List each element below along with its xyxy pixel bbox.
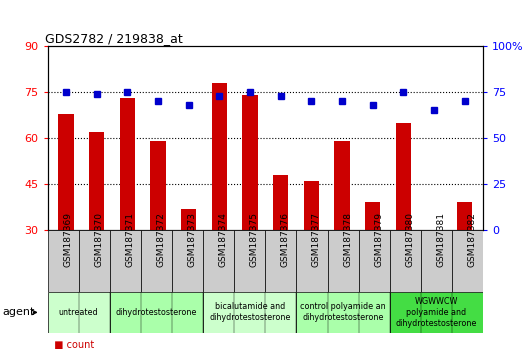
Bar [296,230,327,292]
Bar [203,292,296,333]
Bar [390,230,421,292]
Bar [141,230,172,292]
Bar [203,230,234,292]
Text: untreated: untreated [59,308,98,317]
Bar [457,202,473,230]
Bar [120,98,135,230]
Text: GSM187372: GSM187372 [156,212,165,267]
Bar [265,230,296,292]
Text: GSM187381: GSM187381 [437,212,446,267]
Text: WGWWCW
polyamide and
dihydrotestosterone: WGWWCW polyamide and dihydrotestosterone [396,297,477,328]
Bar [181,209,196,230]
Bar [48,230,79,292]
Bar [89,132,104,230]
Text: ■ count: ■ count [48,340,94,350]
Text: GSM187377: GSM187377 [312,212,321,267]
Bar [234,230,265,292]
Bar [242,95,258,230]
Bar [212,83,227,230]
Bar [58,114,73,230]
Bar [334,141,350,230]
Bar [296,292,390,333]
Bar [273,175,288,230]
Text: GSM187373: GSM187373 [187,212,196,267]
Text: GSM187370: GSM187370 [94,212,103,267]
Text: bicalutamide and
dihydrotestosterone: bicalutamide and dihydrotestosterone [209,302,290,322]
Bar [365,202,380,230]
Bar [110,292,203,333]
Text: GDS2782 / 219838_at: GDS2782 / 219838_at [45,32,183,45]
Text: GSM187378: GSM187378 [343,212,352,267]
Text: GSM187382: GSM187382 [468,212,477,267]
Bar [452,230,483,292]
Bar [327,230,359,292]
Text: agent: agent [3,307,35,318]
Text: GSM187371: GSM187371 [125,212,134,267]
Text: control polyamide an
dihydrotestosterone: control polyamide an dihydrotestosterone [300,302,386,322]
Bar [172,230,203,292]
Text: GSM187379: GSM187379 [374,212,383,267]
Bar [390,292,483,333]
Text: GSM187380: GSM187380 [406,212,414,267]
Bar [79,230,110,292]
Text: GSM187369: GSM187369 [63,212,72,267]
Text: dihydrotestosterone: dihydrotestosterone [116,308,197,317]
Text: GSM187375: GSM187375 [250,212,259,267]
Bar [421,230,452,292]
Bar [110,230,141,292]
Bar [304,181,319,230]
Text: GSM187374: GSM187374 [219,212,228,267]
Bar [48,292,110,333]
Text: GSM187376: GSM187376 [281,212,290,267]
Bar [395,123,411,230]
Bar [150,141,166,230]
Bar [359,230,390,292]
